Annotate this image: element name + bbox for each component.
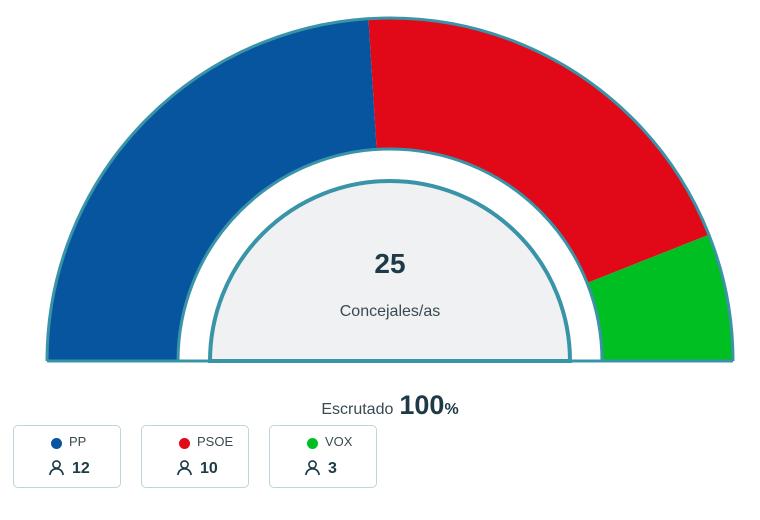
total-seats-label: Concejales/as xyxy=(339,303,441,320)
party-legend: PP 12 PSOE 10 VOX 3 xyxy=(13,425,377,488)
party-color-dot xyxy=(51,438,62,449)
scrutiny-percent: 100 xyxy=(399,390,445,420)
slice-psoe[interactable] xyxy=(368,18,708,283)
party-color-dot xyxy=(179,438,190,449)
legend-card-psoe[interactable]: PSOE 10 xyxy=(141,425,249,488)
slice-pp[interactable] xyxy=(48,19,377,361)
party-seats: 10 xyxy=(200,460,218,477)
party-name: VOX xyxy=(325,434,353,449)
party-seats: 12 xyxy=(72,460,90,477)
person-icon xyxy=(305,460,320,476)
legend-card-vox[interactable]: VOX 3 xyxy=(269,425,377,488)
scrutiny-status: Escrutado 100% xyxy=(0,390,760,421)
legend-card-pp[interactable]: PP 12 xyxy=(13,425,121,488)
party-name: PP xyxy=(69,434,87,449)
total-seats: 25 xyxy=(374,248,406,279)
person-icon xyxy=(49,460,64,476)
party-name: PSOE xyxy=(197,434,234,449)
hemicycle-chart xyxy=(45,16,735,363)
party-seats: 3 xyxy=(328,460,337,477)
scrutiny-label: Escrutado xyxy=(321,401,394,418)
person-icon xyxy=(177,460,192,476)
hemicycle-center xyxy=(207,179,573,363)
scrutiny-percent-unit: % xyxy=(444,401,459,418)
party-color-dot xyxy=(307,438,318,449)
slice-vox[interactable] xyxy=(587,235,732,361)
hemicycle-outer-frame xyxy=(45,16,735,362)
